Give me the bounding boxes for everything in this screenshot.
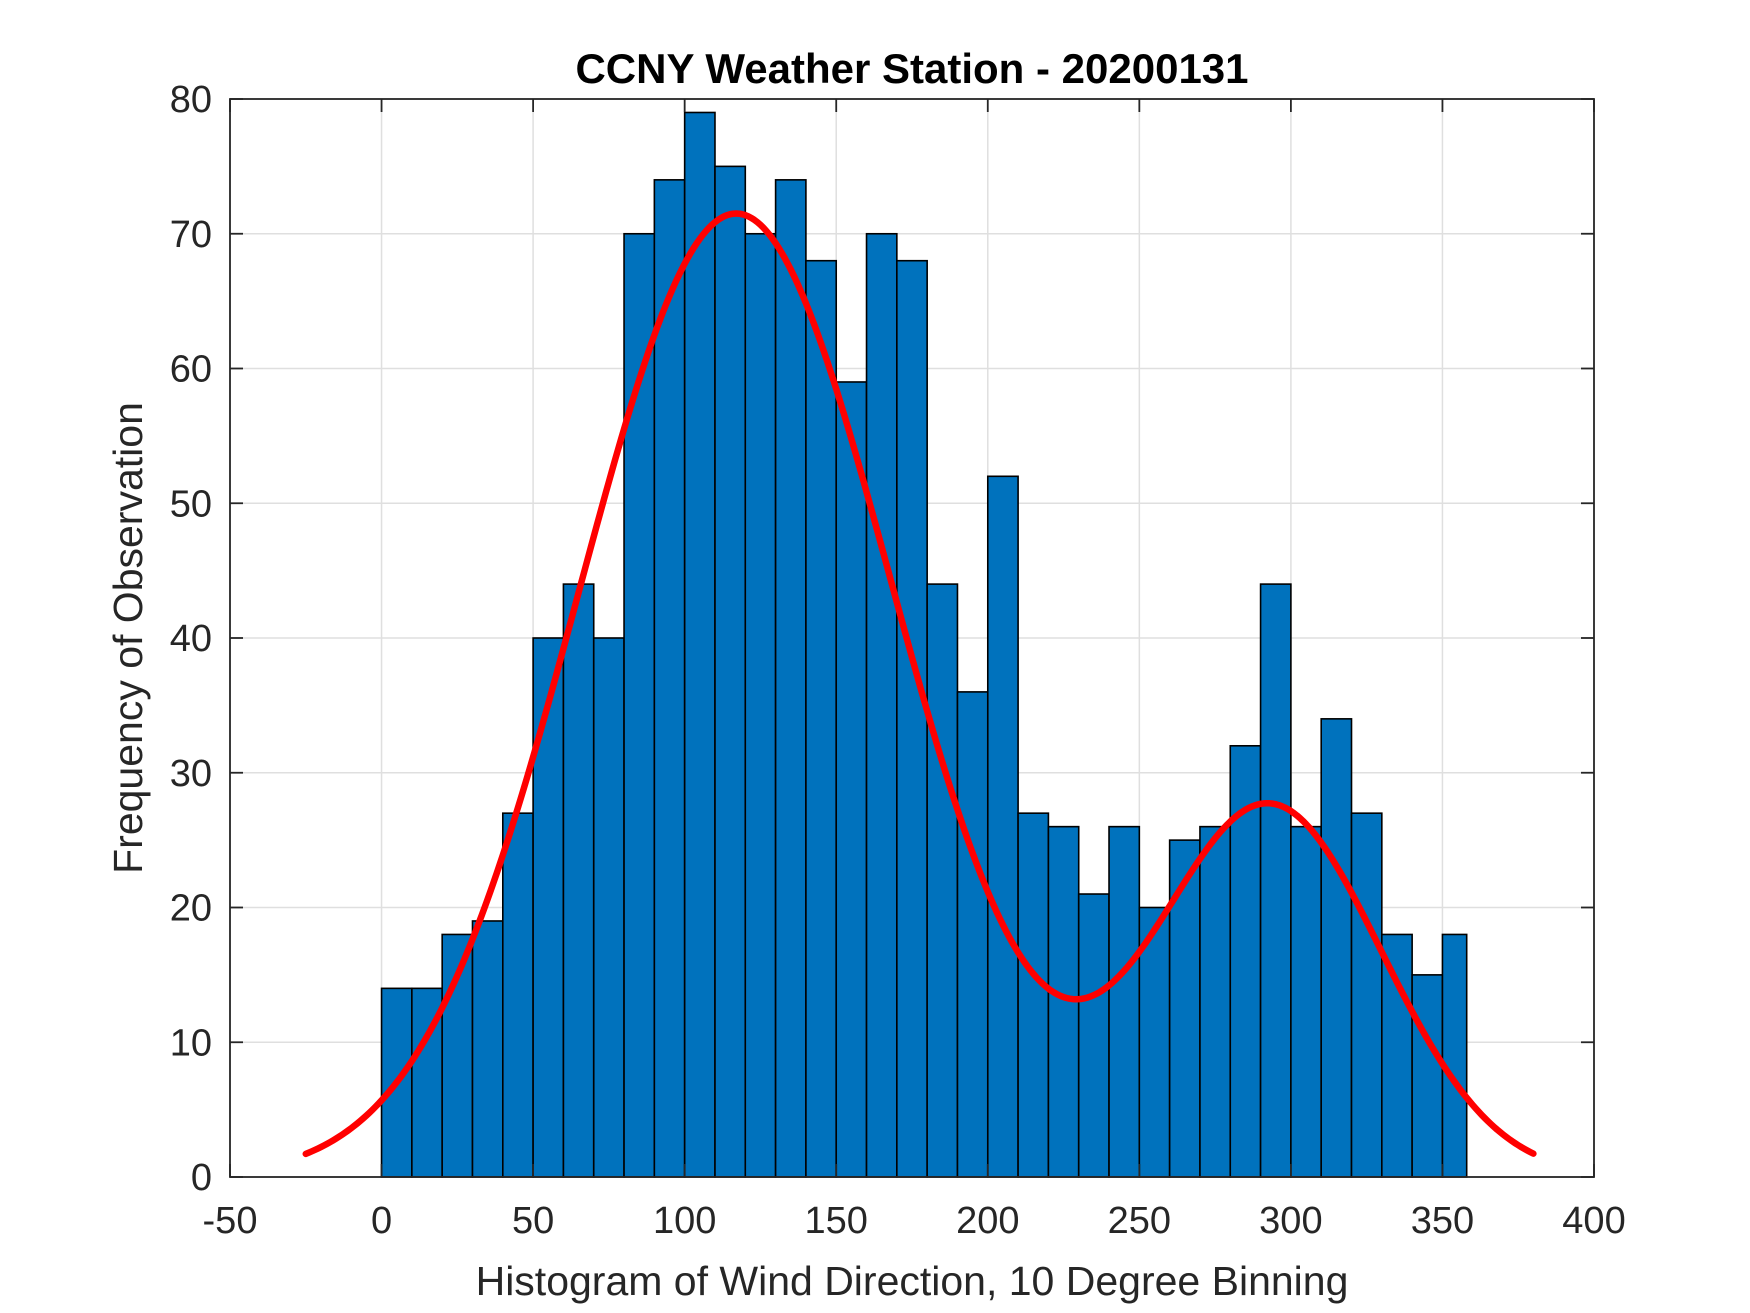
histogram-bar	[1168, 839, 1201, 1178]
histogram-bar	[714, 165, 747, 1178]
histogram-bar	[774, 179, 807, 1178]
histogram-bar	[1320, 718, 1353, 1178]
histogram-bar	[471, 920, 504, 1178]
histogram-bar	[805, 259, 838, 1178]
y-tick-label: 70	[170, 214, 212, 256]
histogram-bar	[1441, 933, 1468, 1178]
histogram-bar	[562, 583, 595, 1178]
fit-curve-line	[302, 210, 1537, 1158]
histogram-bar	[896, 259, 928, 1178]
x-tick-label: 350	[1411, 1200, 1474, 1242]
histogram-bar	[835, 381, 868, 1178]
histogram-bar	[683, 111, 716, 1178]
histogram-bar	[1381, 933, 1413, 1178]
axes-frame	[229, 98, 1595, 1178]
x-tick-label: 300	[1259, 1200, 1322, 1242]
histogram-bar	[1411, 974, 1444, 1178]
y-tick-label: 0	[191, 1157, 212, 1199]
histogram-bar	[1077, 893, 1110, 1178]
y-tick-label: 60	[170, 349, 212, 391]
chart-title: CCNY Weather Station - 20200131	[575, 45, 1248, 92]
x-tick-label: 50	[512, 1200, 554, 1242]
y-tick-label: 50	[170, 483, 212, 525]
histogram-bar	[956, 691, 989, 1178]
x-tick-label: 0	[371, 1200, 392, 1242]
x-tick-label: 250	[1108, 1200, 1171, 1242]
histogram-bar	[1108, 825, 1141, 1178]
y-axis-label: Frequency of Observation	[105, 402, 151, 874]
histogram-bar	[744, 232, 777, 1178]
histogram-bar	[592, 637, 625, 1178]
histogram-bar	[1017, 812, 1050, 1178]
histogram-bar	[532, 637, 565, 1178]
fit-curve-group	[302, 210, 1537, 1158]
tick-labels: -50 0 50 100 150 200 250 300 350 4000102030405060…	[170, 79, 1626, 1242]
x-tick-label: 400	[1562, 1200, 1625, 1242]
histogram-bar	[1259, 583, 1292, 1178]
x-axis-label: Histogram of Wind Direction, 10 Degree B…	[476, 1258, 1349, 1304]
histogram-bar	[865, 232, 898, 1178]
histogram-bar	[926, 583, 959, 1178]
y-tick-label: 10	[170, 1022, 212, 1064]
x-tick-label: -50	[203, 1200, 258, 1242]
y-tick-label: 20	[170, 888, 212, 930]
x-tick-label: 150	[805, 1200, 868, 1242]
y-tick-label: 40	[170, 618, 212, 660]
histogram-bar	[1199, 825, 1232, 1178]
y-tick-label: 80	[170, 79, 212, 121]
y-tick-label: 30	[170, 753, 212, 795]
histogram-bar	[501, 812, 534, 1178]
x-tick-label: 100	[653, 1200, 716, 1242]
histogram-bar	[1290, 825, 1323, 1178]
histogram-bar	[986, 475, 1019, 1178]
x-tick-label: 200	[956, 1200, 1019, 1242]
histogram-bar	[1350, 812, 1383, 1178]
